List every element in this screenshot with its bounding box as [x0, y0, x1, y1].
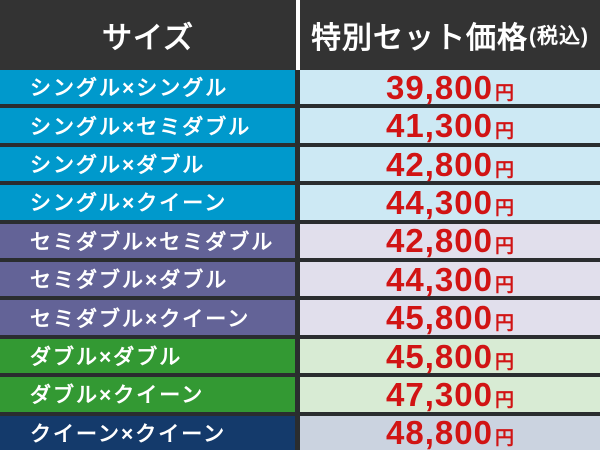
size-cell: セミダブル×クイーン [0, 300, 300, 335]
size-cell: ダブル×ダブル [0, 338, 300, 374]
price-value: 39,800 円 [386, 71, 514, 104]
header-price-tax-suffix: (税込) [529, 25, 589, 48]
price-amount: 44,300 [386, 260, 493, 298]
header-size-cell: サイズ [0, 0, 300, 70]
header-price-cell: 特別セット価格 (税込) [300, 0, 600, 70]
price-amount: 45,800 [386, 299, 493, 337]
price-cell: 48,800 円 [300, 415, 600, 450]
price-cell: 39,800 円 [300, 70, 600, 105]
table-row: セミダブル×セミダブル 42,800 円 [0, 223, 600, 263]
table-row: クイーン×クイーン 48,800 円 [0, 415, 600, 450]
price-value: 41,300 円 [386, 109, 514, 142]
table-row: ダブル×ダブル 45,800 円 [0, 338, 600, 378]
price-amount: 48,800 [386, 414, 493, 450]
currency-suffix: 円 [494, 428, 514, 450]
currency-suffix: 円 [494, 351, 514, 373]
table-row: セミダブル×ダブル 44,300 円 [0, 262, 600, 301]
price-value: 42,800 円 [386, 148, 514, 181]
price-value: 47,300 円 [386, 378, 514, 411]
price-value: 42,800 円 [386, 224, 514, 257]
price-cell: 45,800 円 [300, 338, 600, 374]
price-cell: 45,800 円 [300, 300, 600, 335]
size-cell: シングル×シングル [0, 70, 300, 105]
size-cell: クイーン×クイーン [0, 415, 300, 450]
price-amount: 44,300 [386, 183, 493, 221]
price-cell: 42,800 円 [300, 223, 600, 259]
currency-suffix: 円 [494, 159, 514, 181]
size-cell: シングル×クイーン [0, 185, 300, 220]
table-row: ダブル×クイーン 47,300 円 [0, 377, 600, 416]
price-cell: 42,800 円 [300, 146, 600, 182]
size-cell: セミダブル×セミダブル [0, 223, 300, 259]
currency-suffix: 円 [494, 121, 514, 143]
price-value: 45,800 円 [386, 340, 514, 373]
table-row: セミダブル×クイーン 45,800 円 [0, 300, 600, 339]
table-row: シングル×シングル 39,800 円 [0, 70, 600, 109]
price-cell: 44,300 円 [300, 185, 600, 220]
size-cell: シングル×ダブル [0, 146, 300, 182]
currency-suffix: 円 [494, 197, 514, 219]
price-amount: 47,300 [386, 375, 493, 413]
size-cell: シングル×セミダブル [0, 108, 300, 143]
price-value: 44,300 円 [386, 263, 514, 296]
header-price-label: 特別セット価格 [311, 22, 528, 55]
size-cell: セミダブル×ダブル [0, 262, 300, 297]
header-size-label: サイズ [101, 22, 195, 55]
table-row: シングル×ダブル 42,800 円 [0, 146, 600, 186]
price-amount: 39,800 [386, 68, 493, 106]
price-cell: 47,300 円 [300, 377, 600, 412]
price-cell: 44,300 円 [300, 262, 600, 297]
currency-suffix: 円 [494, 389, 514, 411]
price-value: 44,300 円 [386, 186, 514, 219]
price-value: 48,800 円 [386, 416, 514, 449]
price-amount: 41,300 [386, 107, 493, 145]
price-value: 45,800 円 [386, 301, 514, 334]
price-amount: 42,800 [386, 145, 493, 183]
price-amount: 42,800 [386, 222, 493, 260]
table-row: シングル×セミダブル 41,300 円 [0, 108, 600, 147]
currency-suffix: 円 [494, 82, 514, 104]
currency-suffix: 円 [494, 274, 514, 296]
table-header-row: サイズ 特別セット価格 (税込) [0, 0, 600, 70]
price-amount: 45,800 [386, 337, 493, 375]
table-row: シングル×クイーン 44,300 円 [0, 185, 600, 224]
size-cell: ダブル×クイーン [0, 377, 300, 412]
currency-suffix: 円 [494, 236, 514, 258]
price-cell: 41,300 円 [300, 108, 600, 143]
currency-suffix: 円 [494, 313, 514, 335]
